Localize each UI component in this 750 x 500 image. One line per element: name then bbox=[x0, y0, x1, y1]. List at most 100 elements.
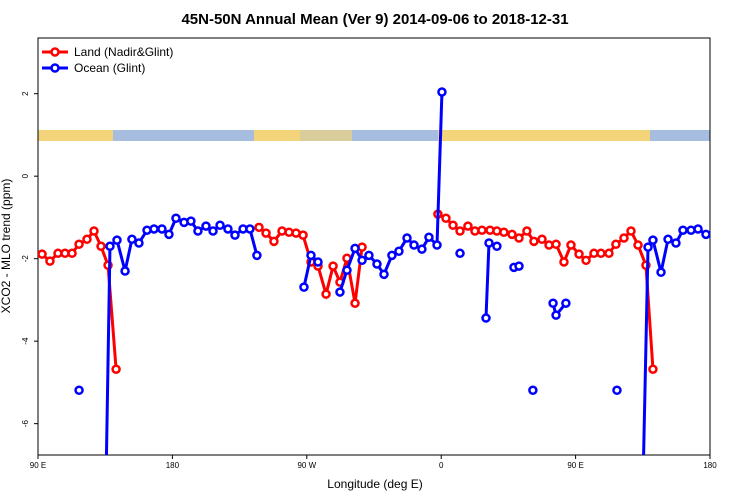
point-marker bbox=[215, 220, 225, 231]
point-marker bbox=[701, 229, 710, 240]
series-line bbox=[104, 91, 707, 455]
point-marker bbox=[254, 222, 264, 233]
point-marker bbox=[252, 250, 262, 261]
chart-title: 45N-50N Annual Mean (Ver 9) 2014-09-06 t… bbox=[181, 11, 568, 28]
point-marker bbox=[364, 250, 374, 261]
point-marker bbox=[481, 313, 491, 323]
point-marker bbox=[528, 385, 538, 395]
point-marker bbox=[38, 249, 47, 259]
point-marker bbox=[208, 226, 218, 236]
point-marker bbox=[409, 240, 419, 250]
point-marker bbox=[619, 233, 629, 243]
point-marker bbox=[186, 216, 196, 226]
point-marker bbox=[111, 364, 121, 374]
x-tick-label: 180 bbox=[166, 461, 180, 470]
point-marker bbox=[342, 265, 352, 275]
point-marker bbox=[335, 287, 345, 297]
point-marker bbox=[230, 230, 240, 240]
point-marker bbox=[612, 385, 622, 395]
point-marker bbox=[299, 282, 309, 292]
point-marker bbox=[551, 239, 561, 249]
point-marker bbox=[574, 249, 584, 259]
plot-area bbox=[38, 87, 710, 489]
point-marker bbox=[223, 224, 233, 234]
point-marker bbox=[298, 230, 308, 240]
point-marker bbox=[328, 261, 338, 271]
point-marker bbox=[484, 238, 494, 248]
point-marker bbox=[127, 234, 137, 245]
map-strip bbox=[38, 130, 710, 141]
legend-label: Ocean (Glint) bbox=[74, 61, 145, 75]
point-marker bbox=[678, 225, 688, 235]
point-marker bbox=[245, 224, 255, 234]
point-marker bbox=[639, 482, 646, 489]
point-marker bbox=[604, 248, 614, 259]
x-tick-label: 90 E bbox=[30, 461, 46, 470]
point-marker bbox=[357, 255, 367, 266]
x-tick-label: 0 bbox=[439, 461, 444, 470]
point-marker bbox=[492, 241, 502, 252]
legend-marker bbox=[50, 47, 60, 57]
point-marker bbox=[387, 250, 397, 261]
plot-frame bbox=[37, 37, 711, 456]
point-marker bbox=[96, 241, 106, 252]
point-marker bbox=[201, 221, 211, 231]
point-marker bbox=[463, 221, 473, 231]
point-marker bbox=[261, 228, 271, 238]
point-marker bbox=[514, 261, 524, 271]
point-marker bbox=[626, 226, 636, 236]
point-marker bbox=[157, 224, 167, 234]
y-tick-label: -4 bbox=[21, 337, 30, 345]
point-marker bbox=[611, 239, 621, 249]
point-marker bbox=[648, 235, 658, 245]
point-marker bbox=[350, 298, 360, 308]
point-marker bbox=[441, 213, 451, 223]
point-marker bbox=[105, 241, 115, 252]
point-marker bbox=[82, 234, 92, 245]
point-marker bbox=[656, 267, 666, 278]
x-tick-label: 180 bbox=[703, 461, 717, 470]
point-marker bbox=[643, 242, 653, 252]
point-marker bbox=[551, 310, 561, 320]
point-marker bbox=[529, 236, 539, 247]
point-marker bbox=[663, 234, 673, 245]
point-marker bbox=[448, 220, 458, 231]
point-marker bbox=[89, 226, 99, 236]
point-marker bbox=[313, 257, 323, 267]
point-marker bbox=[596, 248, 606, 259]
point-marker bbox=[522, 226, 532, 236]
point-marker bbox=[193, 226, 203, 236]
point-marker bbox=[437, 87, 447, 97]
point-marker bbox=[566, 240, 576, 250]
point-marker bbox=[74, 239, 84, 249]
point-marker bbox=[432, 240, 442, 250]
point-marker bbox=[648, 364, 658, 374]
y-axis-label: XCO2 - MLO trend (ppm) bbox=[0, 179, 13, 314]
point-marker bbox=[402, 233, 412, 243]
y-tick-label: -6 bbox=[21, 420, 30, 428]
y-tick-label: 0 bbox=[21, 173, 30, 178]
x-tick-label: 90 E bbox=[567, 461, 583, 470]
point-marker bbox=[417, 244, 427, 254]
y-tick-label: 2 bbox=[21, 91, 30, 96]
point-marker bbox=[74, 385, 84, 395]
point-marker bbox=[514, 233, 524, 243]
x-tick-label: 90 W bbox=[297, 461, 316, 470]
legend-label: Land (Nadir&Glint) bbox=[74, 45, 173, 59]
point-marker bbox=[561, 298, 571, 308]
point-marker bbox=[269, 236, 279, 247]
point-marker bbox=[581, 255, 591, 266]
point-marker bbox=[455, 226, 465, 236]
point-marker bbox=[45, 256, 55, 266]
point-marker bbox=[394, 246, 404, 256]
point-marker bbox=[671, 238, 681, 248]
point-marker bbox=[499, 227, 509, 238]
point-marker bbox=[455, 248, 465, 259]
legend-marker bbox=[50, 63, 60, 73]
point-marker bbox=[306, 250, 316, 261]
point-marker bbox=[633, 240, 643, 250]
point-marker bbox=[477, 225, 487, 235]
point-marker bbox=[424, 232, 434, 242]
